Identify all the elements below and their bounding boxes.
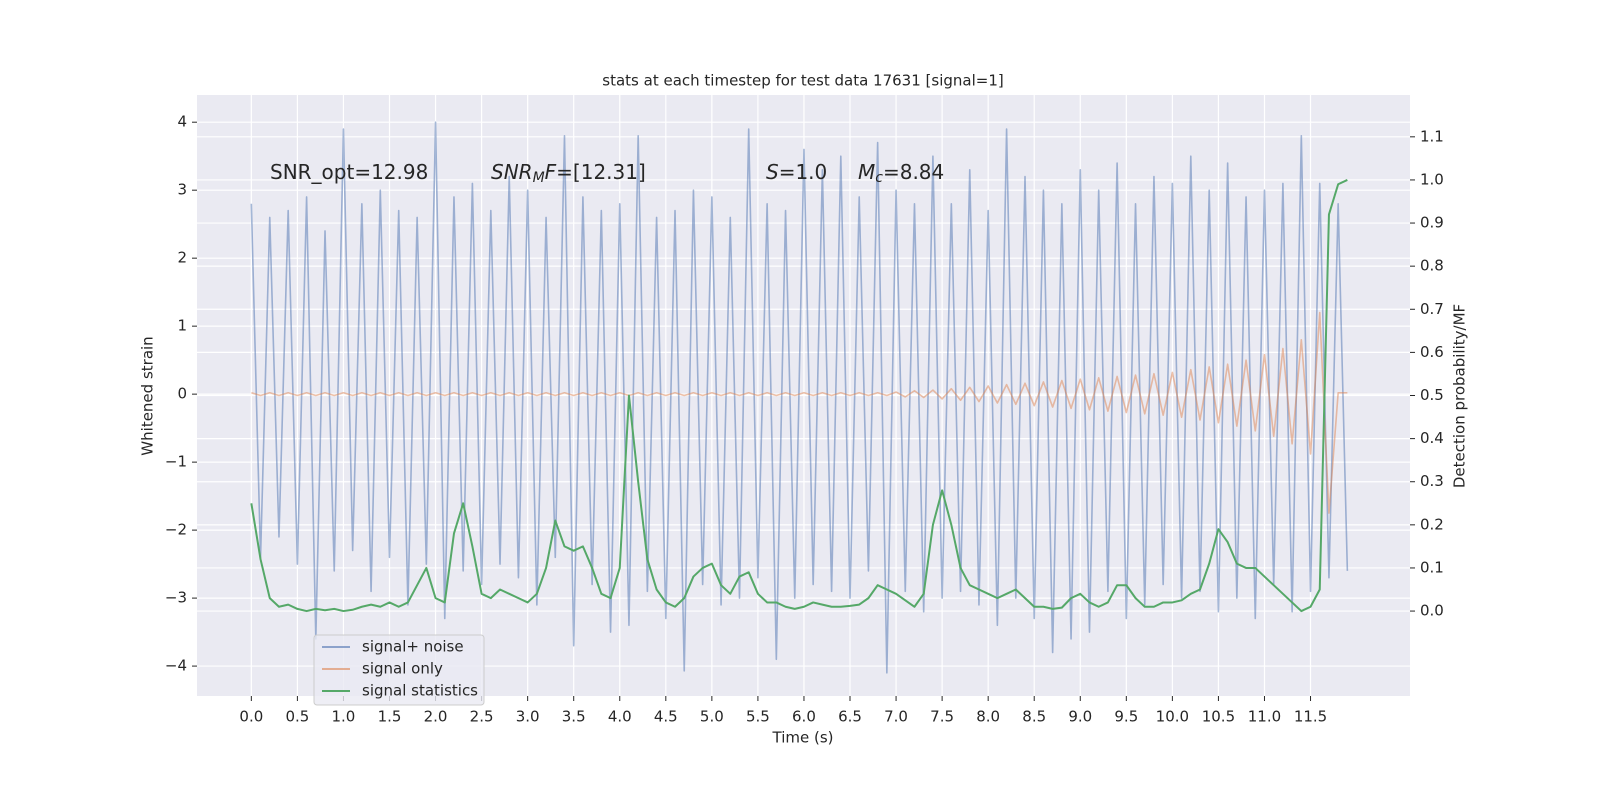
annotation-part: S: [766, 160, 779, 184]
x-tick-label: 6.0: [792, 708, 816, 726]
x-tick-label: 4.0: [608, 708, 632, 726]
annotation: S=1.0: [766, 160, 827, 184]
y2-tick-label: 0.6: [1420, 343, 1444, 361]
annotation-part: =[12.31]: [556, 160, 646, 184]
x-tick-label: 0.5: [285, 708, 309, 726]
y2-tick-label: 0.0: [1420, 602, 1444, 620]
x-tick-label: 2.5: [470, 708, 494, 726]
y-tick-label: −3: [165, 589, 187, 607]
annotation: SNR_opt=12.98: [270, 160, 428, 184]
y-tick-label: 3: [177, 181, 187, 199]
y2-tick-label: 0.1: [1420, 558, 1444, 576]
x-tick-label: 3.0: [516, 708, 540, 726]
lines: [250, 121, 1349, 674]
y2-tick-label: 1.0: [1420, 170, 1444, 188]
legend-label: signal+ noise: [362, 638, 464, 656]
x-tick-label: 9.0: [1068, 708, 1092, 726]
x-tick-label: 4.5: [654, 708, 678, 726]
annotation-part: =8.84: [883, 160, 944, 184]
x-tick-label: 11.0: [1248, 708, 1281, 726]
annotation-part: F: [545, 160, 557, 184]
chart-title: stats at each timestep for test data 176…: [602, 72, 1003, 90]
x-tick-label: 6.5: [838, 708, 862, 726]
y2-tick-label: 1.1: [1420, 127, 1444, 145]
legend-label: signal statistics: [362, 682, 478, 700]
annotation: SNRMF=[12.31]: [491, 160, 646, 187]
y2-axis-label: Detection probability/MF: [1451, 304, 1469, 488]
x-tick-label: 8.5: [1022, 708, 1046, 726]
y2-tick-label: 0.3: [1420, 472, 1444, 490]
annotation-part: M: [533, 170, 545, 186]
x-tick-label: 9.5: [1114, 708, 1138, 726]
y-tick-label: 0: [177, 385, 187, 403]
y-axis-label: Whitened strain: [139, 336, 157, 455]
x-tick-label: 7.5: [930, 708, 954, 726]
legend: signal+ noise signal only signal statistic…: [313, 634, 485, 706]
annotation-part: SNR_opt=12.98: [270, 160, 428, 184]
x-tick-label: 10.5: [1202, 708, 1235, 726]
annotation-part: =1.0: [779, 160, 828, 184]
y2-tick-label: 0.9: [1420, 214, 1444, 232]
series-line: [250, 121, 1349, 674]
x-tick-label: 11.5: [1294, 708, 1327, 726]
y2-tick-label: 0.2: [1420, 515, 1444, 533]
annotation-part: c: [875, 170, 883, 186]
annotation-part: M: [858, 160, 875, 184]
x-tick-label: 5.0: [700, 708, 724, 726]
y-tick-label: −1: [165, 453, 187, 471]
y2-tick-label: 0.5: [1420, 386, 1444, 404]
x-tick-label: 8.0: [976, 708, 1000, 726]
annotation-part: SNR: [491, 160, 533, 184]
x-tick-label: 1.5: [378, 708, 402, 726]
y2-tick-label: 0.7: [1420, 300, 1444, 318]
y-tick-label: 2: [177, 249, 187, 267]
y-tick-label: −4: [165, 657, 187, 675]
x-tick-label: 1.0: [332, 708, 356, 726]
legend-label: signal only: [362, 660, 443, 678]
y-tick-label: 4: [177, 113, 187, 131]
y2-tick-label: 0.4: [1420, 429, 1444, 447]
series-line: [250, 179, 1348, 613]
y-tick-label: −2: [165, 521, 187, 539]
x-tick-label: 2.0: [424, 708, 448, 726]
y-tick-label: 1: [177, 317, 187, 335]
annotation: Mc=8.84: [858, 160, 944, 187]
x-tick-label: 10.0: [1156, 708, 1189, 726]
series-line: [251, 311, 1348, 514]
legend-box: [313, 634, 485, 706]
x-axis-label: Time (s): [772, 729, 834, 747]
x-tick-label: 3.5: [562, 708, 586, 726]
y2-tick-label: 0.8: [1420, 257, 1444, 275]
x-tick-label: 7.0: [884, 708, 908, 726]
x-tick-label: 5.5: [746, 708, 770, 726]
x-tick-label: 0.0: [239, 708, 263, 726]
